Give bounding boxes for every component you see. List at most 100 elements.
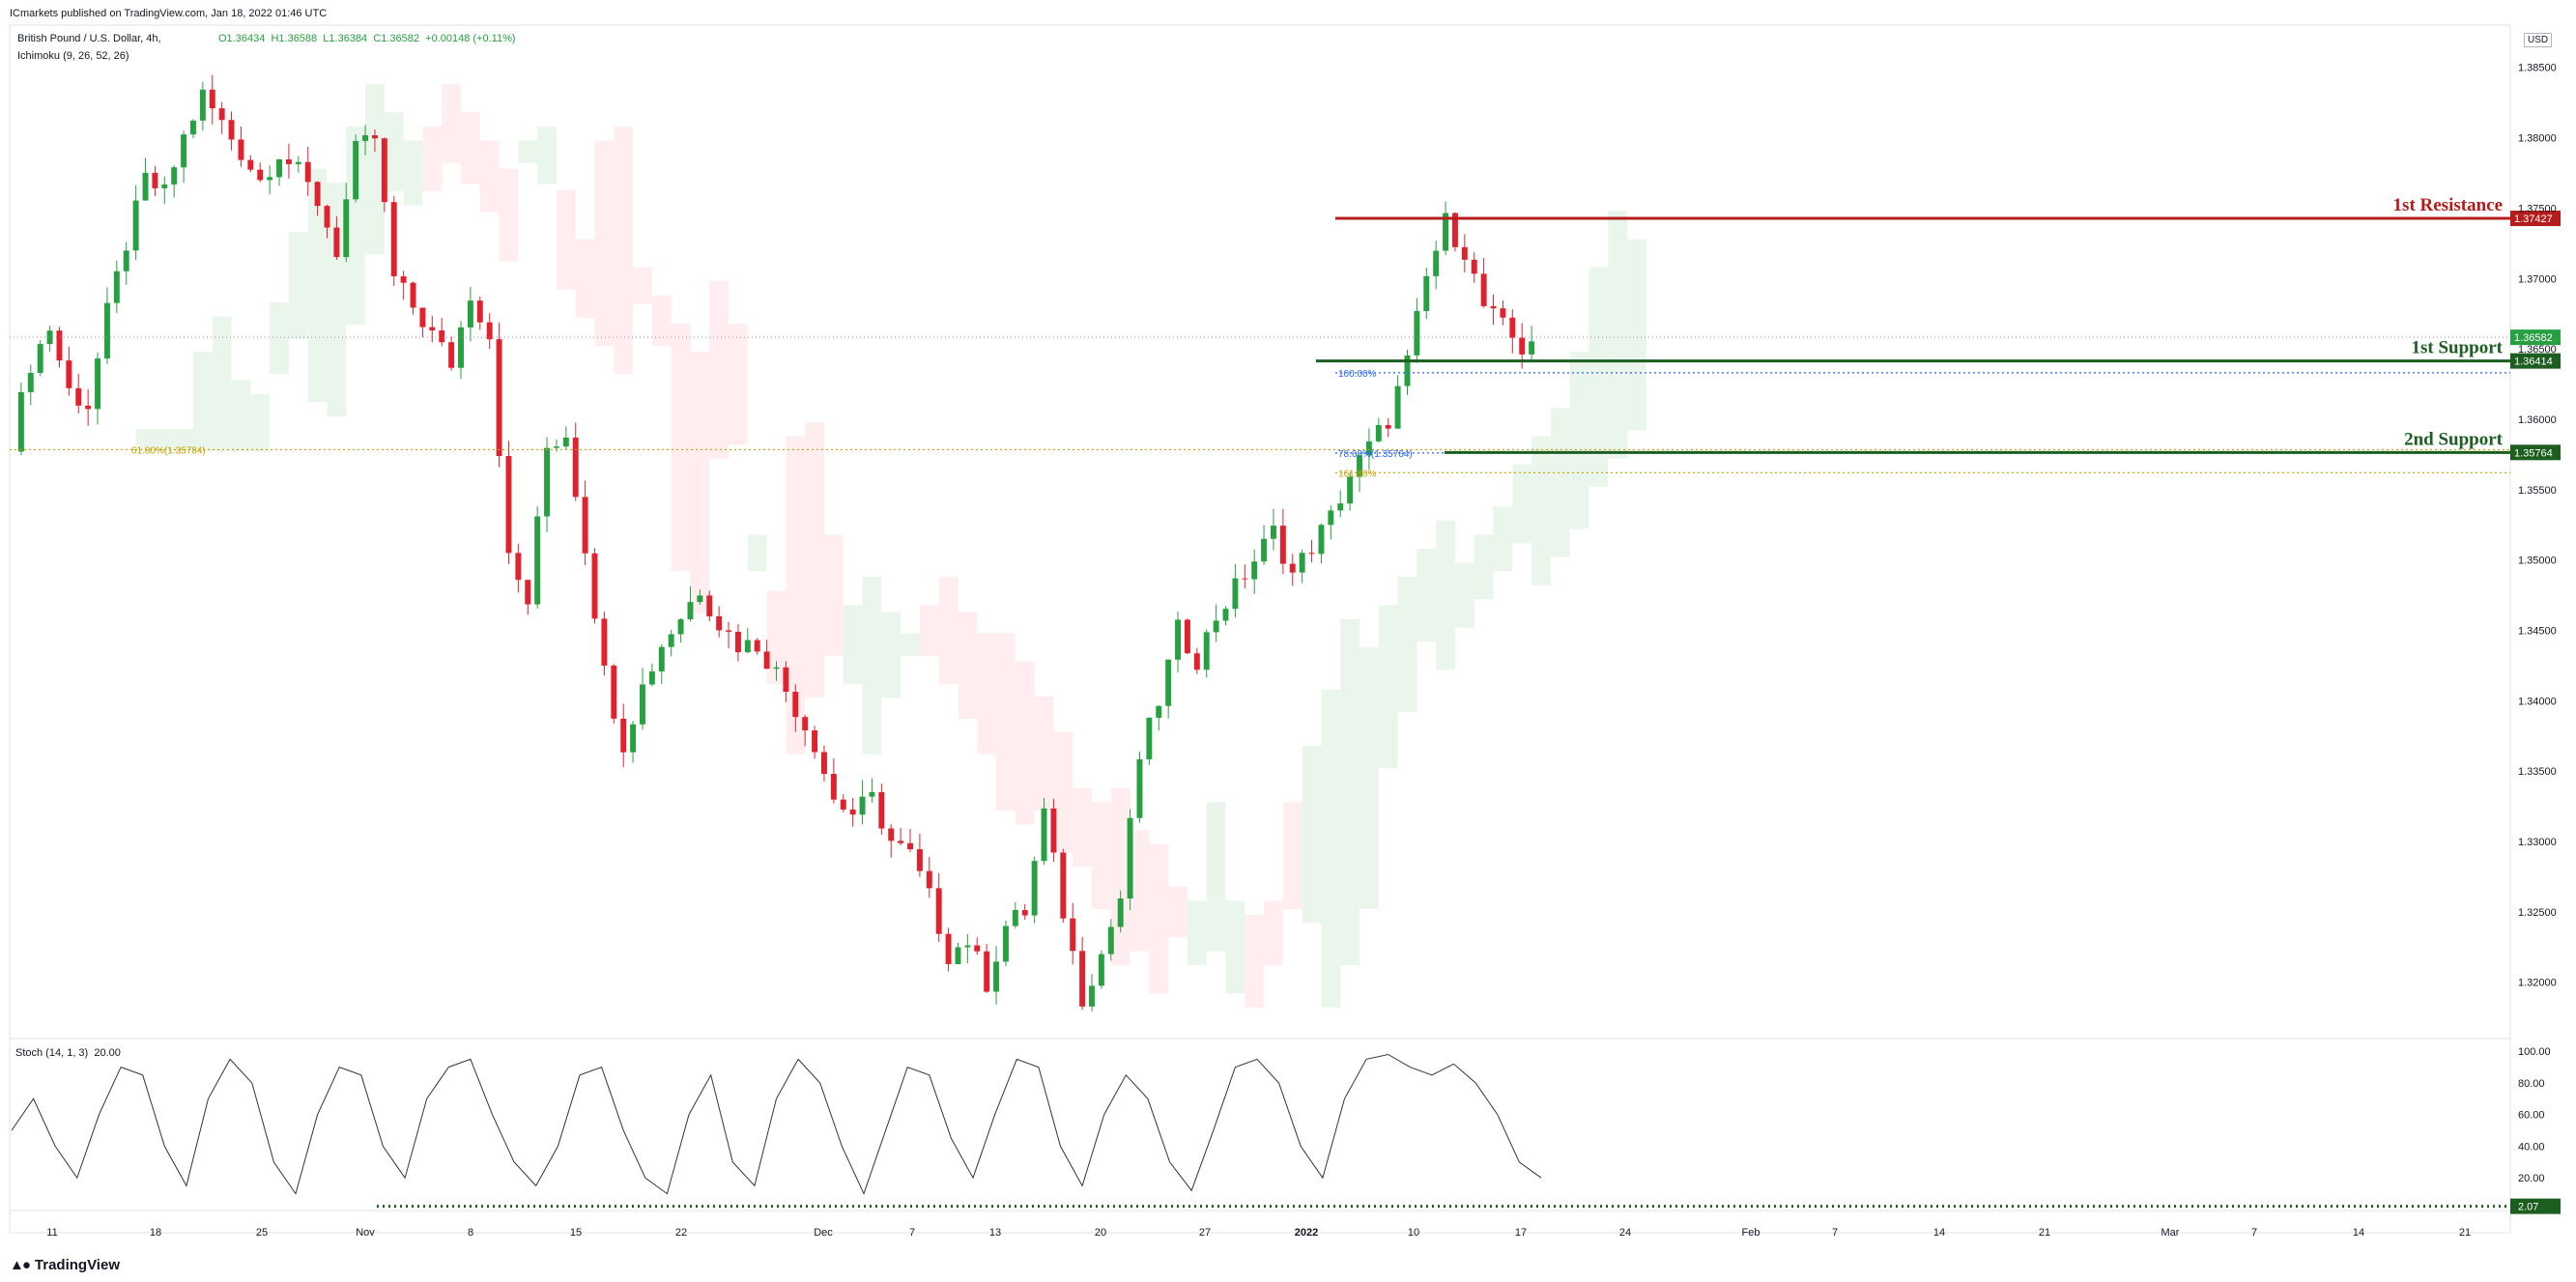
price-tick-label: 1.33500 — [2518, 766, 2557, 778]
stoch-name: Stoch (14, 1, 3) — [15, 1047, 89, 1059]
candle-body — [935, 888, 942, 934]
candle-body — [802, 717, 809, 731]
candle-body — [209, 89, 215, 109]
ohlc-open: O1.36434 — [218, 33, 266, 44]
fib-level-label: 61.80%(1.35784) — [131, 445, 206, 456]
stoch-tick-label: 60.00 — [2518, 1110, 2545, 1122]
candle-body — [1451, 213, 1458, 247]
time-tick-label: 14 — [2353, 1227, 2364, 1239]
candle-body — [37, 344, 43, 373]
candle-body — [419, 307, 426, 328]
kumo-segment — [1187, 900, 1207, 966]
price-tick-label: 1.32000 — [2518, 978, 2557, 989]
candle-body — [525, 580, 531, 605]
ohlc-change: +0.00148 (+0.11%) — [425, 33, 516, 44]
level-price-label: 1.36414 — [2514, 356, 2553, 368]
candle-body — [1089, 985, 1095, 1007]
kumo-segment — [1168, 886, 1188, 938]
candle-body — [534, 516, 541, 605]
stoch-value-tag — [2510, 1198, 2561, 1214]
time-tick-label: Feb — [1742, 1227, 1760, 1239]
kumo-segment — [403, 140, 423, 206]
kumo-segment — [843, 605, 863, 684]
candle-body — [410, 282, 416, 308]
candle-body — [1117, 898, 1124, 927]
candle-body — [429, 327, 436, 330]
candle-body — [1156, 705, 1162, 718]
candle-body — [898, 840, 904, 843]
candle-body — [1193, 653, 1200, 670]
kumo-segment — [288, 232, 308, 339]
candle-body — [572, 437, 579, 498]
kumo-segment — [881, 612, 902, 698]
symbol-title[interactable]: British Pound / U.S. Dollar, 4h, — [17, 33, 161, 44]
kumo-segment — [192, 352, 213, 452]
levels-layer: 1.36582 61.80%(1.35784) 100.00% 78.60%(1.35… — [10, 195, 2561, 479]
kumo-segment — [938, 577, 959, 684]
kumo-segment — [1264, 900, 1283, 966]
candle-body — [1357, 455, 1362, 477]
price-tick-label: 1.36500 — [2518, 344, 2557, 356]
kumo-segment — [1091, 802, 1111, 909]
candle-body — [878, 791, 885, 829]
candle-body — [974, 945, 981, 952]
kumo-segment — [1378, 605, 1398, 769]
candle-body — [1433, 250, 1440, 276]
brand-name: TradingView — [34, 1257, 120, 1273]
candle-body — [1318, 525, 1325, 555]
candle-body — [486, 322, 493, 340]
currency-button[interactable]: USD — [2524, 33, 2553, 47]
tradingview-logo[interactable]: ▲● TradingView — [10, 1257, 120, 1273]
candle-body — [199, 89, 206, 121]
kumo-segment — [862, 577, 882, 755]
ohlc-high: H1.36588 — [271, 33, 318, 44]
candle-body — [697, 595, 703, 603]
time-tick-label: 7 — [1832, 1227, 1838, 1239]
candle-body — [228, 120, 235, 140]
candle-body — [945, 933, 952, 964]
candle-body — [304, 161, 311, 183]
kumo-segment — [786, 436, 806, 755]
kumo-segment — [212, 316, 232, 452]
candle-body — [601, 618, 608, 666]
fib-level-label: 100.00% — [1338, 369, 1377, 380]
ohlc-low: L1.36384 — [323, 33, 368, 44]
kumo-segment — [307, 168, 328, 403]
candle-body — [821, 752, 827, 775]
candle-body — [85, 405, 92, 410]
kumo-segment — [651, 295, 672, 347]
candle-body — [849, 809, 856, 815]
kumo-segment — [556, 189, 576, 290]
candle-body — [955, 947, 961, 964]
candle-body — [1127, 817, 1133, 899]
candle-body — [333, 227, 340, 258]
candle-body — [152, 172, 158, 188]
stoch-label[interactable]: Stoch (14, 1, 3) 20.00 — [15, 1047, 121, 1059]
time-tick-label: 21 — [2039, 1227, 2050, 1239]
time-tick-label: 14 — [1933, 1227, 1945, 1239]
candle-body — [1146, 717, 1153, 759]
indicator-label[interactable]: Ichimoku (9, 26, 52, 26) — [17, 50, 129, 62]
candle-body — [744, 640, 751, 653]
candle-body — [75, 387, 82, 406]
kumo-segment — [1569, 352, 1589, 529]
candle-body — [257, 169, 264, 181]
candle-body — [553, 446, 559, 448]
candle-body — [381, 138, 387, 203]
time-tick-label: Nov — [356, 1227, 375, 1239]
candle-body — [238, 139, 244, 160]
kumo-segment — [327, 183, 347, 417]
candle-body — [1002, 926, 1009, 962]
kumo-segment — [1512, 464, 1532, 544]
candle-body — [1461, 246, 1468, 260]
kumo-segment — [1225, 900, 1245, 994]
candle-body — [1365, 441, 1372, 456]
candle-body — [1500, 308, 1506, 318]
candle-body — [1079, 951, 1086, 1007]
time-tick-label: 15 — [570, 1227, 582, 1239]
kumo-segment — [422, 126, 443, 191]
candle-body — [754, 640, 760, 652]
candle-body — [993, 961, 1000, 992]
candle-body — [1107, 926, 1114, 954]
